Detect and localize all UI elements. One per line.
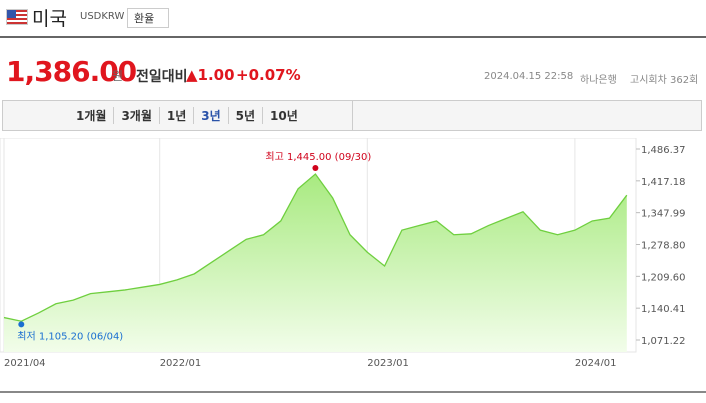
button-text[interactable]: 환율 bbox=[134, 12, 155, 25]
y-tick-label: 1,209.60 bbox=[641, 272, 686, 283]
extreme-dot bbox=[18, 321, 25, 328]
y-tick-label: 1,140.41 bbox=[641, 304, 686, 315]
x-tick-label: 2021/04 bbox=[4, 358, 46, 366]
bank: 하나은행 bbox=[580, 75, 617, 86]
x-tick-label: 2022/01 bbox=[160, 358, 202, 366]
tab-bar-sep bbox=[352, 101, 353, 131]
tab[interactable]: 1년 bbox=[158, 107, 193, 124]
code: USDKRW bbox=[80, 11, 125, 22]
y-tick-label: 1,278.80 bbox=[641, 240, 686, 251]
rate-button[interactable]: 환율 bbox=[127, 8, 170, 28]
extreme-dot bbox=[312, 165, 319, 172]
x-tick-label: 2024/01 bbox=[575, 358, 617, 366]
change: ▲1.00 bbox=[186, 66, 235, 84]
flag bbox=[6, 9, 28, 25]
y-tick-label: 1,071.22 bbox=[641, 336, 686, 347]
x-tick-label: 2023/01 bbox=[367, 358, 409, 366]
tab[interactable]: 3개월 bbox=[113, 107, 158, 124]
price: 1,386.00 bbox=[6, 55, 137, 88]
bottom-line bbox=[0, 391, 706, 393]
tab[interactable]: 1개월 bbox=[76, 109, 107, 123]
round: 고시회차 362회 bbox=[630, 75, 699, 86]
tab[interactable]: 10년 bbox=[262, 107, 305, 124]
unit: 원 bbox=[112, 69, 124, 83]
line bbox=[3, 173, 628, 322]
chart: 1,071.22 1,140.41 1,209.60 1,278.80 1,347.99… bbox=[0, 138, 686, 366]
y-tick-label: 1,347.99 bbox=[641, 209, 686, 220]
compare-label: 전일대비 bbox=[136, 69, 188, 85]
y-tick-label: 1,417.18 bbox=[641, 177, 686, 188]
annotation: 최저 1,105.20 (06/04) bbox=[17, 330, 123, 342]
change-pct: +0.07% bbox=[236, 66, 301, 84]
tab[interactable]: 3년 bbox=[193, 107, 227, 124]
datetime: 2024.04.15 22:58 bbox=[484, 71, 574, 82]
country: 미국 bbox=[32, 8, 67, 30]
annotation: 최고 1,445.00 (09/30) bbox=[265, 151, 371, 163]
area bbox=[4, 174, 627, 352]
tab[interactable]: 5년 bbox=[227, 107, 262, 124]
y-tick-label: 1,486.37 bbox=[641, 145, 686, 156]
divider bbox=[0, 36, 706, 38]
